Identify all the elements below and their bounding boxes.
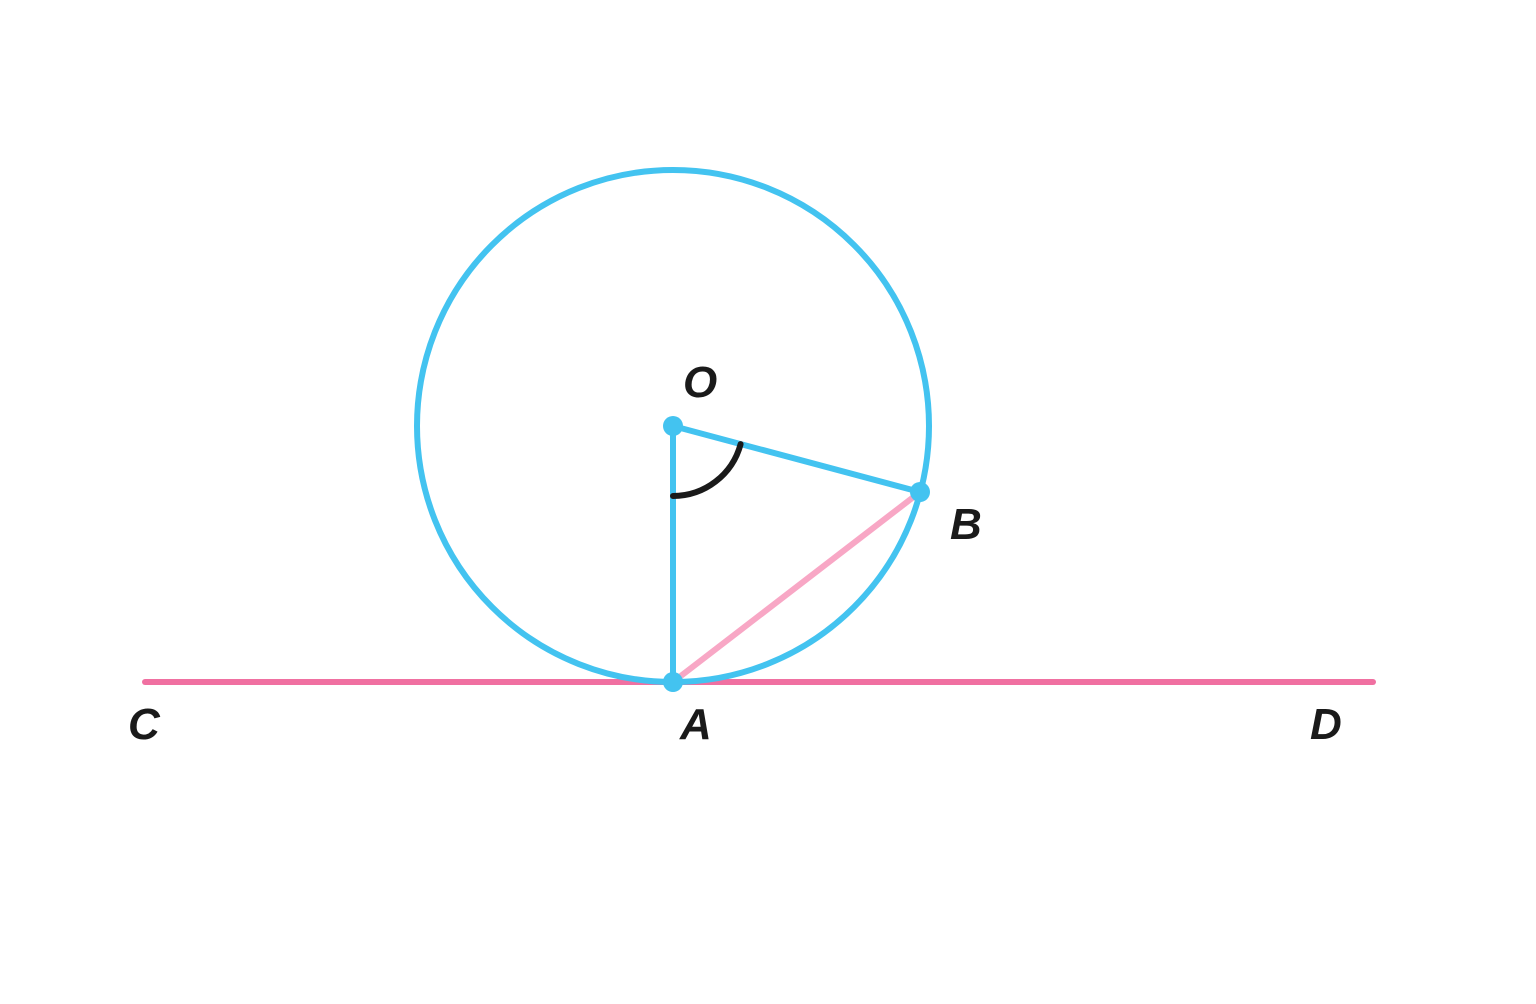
label-d: D <box>1310 700 1342 750</box>
point-o-dot <box>663 416 683 436</box>
label-b: B <box>950 500 982 550</box>
label-a: A <box>680 700 712 750</box>
label-c: C <box>128 700 160 750</box>
point-a-dot <box>663 672 683 692</box>
geometry-diagram: O A B C D <box>0 0 1536 999</box>
point-b-dot <box>910 482 930 502</box>
angle-arc <box>673 444 741 496</box>
label-o: O <box>683 358 717 408</box>
diagram-svg <box>0 0 1536 999</box>
